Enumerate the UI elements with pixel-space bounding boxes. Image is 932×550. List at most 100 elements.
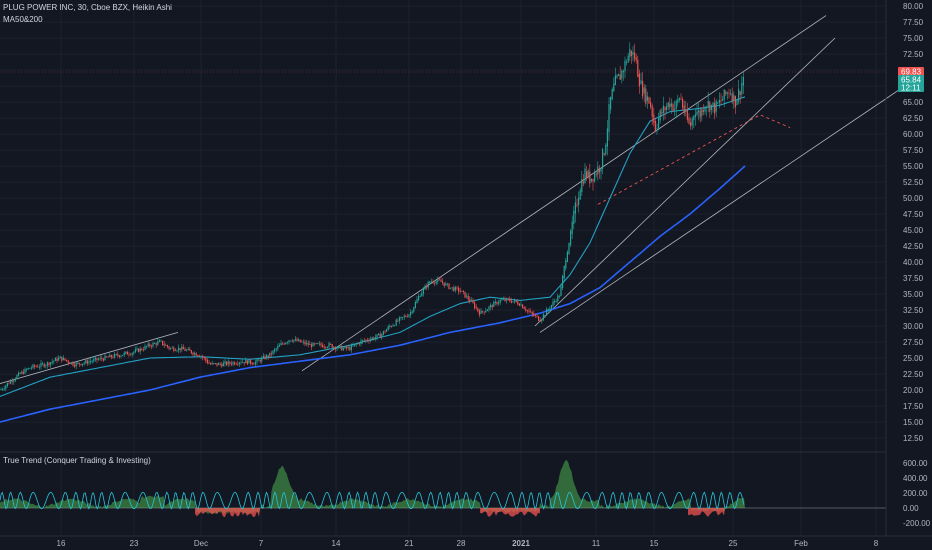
candle-body [390,326,392,328]
true-trend-axis[interactable]: 600.00 400.00 200.00 0.00 -200.00 [903,459,931,528]
candle-body [293,339,295,342]
candle-body [448,283,450,290]
candle-body [534,315,536,317]
candle-body [683,105,685,114]
candle-body [67,360,69,363]
candle-body [144,345,146,350]
candle-body [699,110,701,118]
candle-body [424,285,426,290]
candle-body [253,363,255,365]
candle-body [197,355,199,356]
candle-body [90,361,92,363]
candle-body [670,103,672,107]
candle-body [467,295,469,300]
candle-body [582,181,584,184]
price-axis-label: 35.00 [903,290,924,299]
symbol-title[interactable]: PLUG POWER INC, 30, Cboe BZX, Heikin Ash… [3,3,172,12]
price-axis-label: 20.00 [903,386,924,395]
candle-body [291,340,293,342]
candle-body [338,346,340,349]
candle-body [528,310,530,312]
candle-body [61,356,63,361]
candle-body [42,363,44,365]
candle-body [555,301,557,303]
price-axis-label: 15.00 [903,418,924,427]
candle-body [603,153,605,155]
candle-body [571,221,573,234]
candle-body [514,300,516,302]
candle-body [485,310,487,313]
candle-body [389,325,391,328]
candle-body [560,286,562,297]
price-tag-bg [898,67,924,76]
candle-body [318,343,320,345]
candle-body [109,354,111,358]
candle-body [741,83,743,95]
candle-body [147,343,149,347]
candle-body [200,356,202,357]
candle-body [184,348,186,351]
candle-body [48,362,50,366]
candle-body [91,361,93,362]
candle-body [189,349,191,351]
price-tag-bg [898,83,924,92]
candle-body [384,331,386,333]
candle-body [24,368,26,374]
price-axis-label: 25.00 [903,354,924,363]
candle-body [581,179,583,193]
candle-body [506,298,508,301]
candle-body [210,363,212,365]
candle-body [533,313,535,316]
candle-body [254,361,256,365]
candle-body [435,281,437,284]
candle-body [709,102,711,112]
candle-body [458,287,460,292]
candle-body [211,363,213,365]
candle-body [430,281,432,283]
candle-body [638,73,640,87]
trendlines[interactable] [0,15,901,384]
candle-body [616,75,618,78]
candle-body [734,95,736,108]
candle-body [552,301,554,306]
candle-body [213,363,215,365]
candle-body [192,352,194,355]
candle-body [403,316,405,318]
price-axis-label: 77.50 [903,18,924,27]
candle-body [170,348,172,349]
candle-body [682,99,684,108]
candle-body [635,57,637,61]
candle-body [13,380,15,382]
candle-body [730,93,732,95]
candle-body [93,358,95,362]
candle-body [542,314,544,320]
indicator-legend[interactable]: MA50&200 [3,15,43,24]
candle-body [598,168,600,173]
candle-body [651,105,653,117]
candle-body [342,348,344,350]
candle-body [123,352,125,356]
candle-body [530,311,532,313]
candle-body [400,316,402,319]
time-axis[interactable]: 16 23 Dec 7 14 21 28 2021 11 15 25 Feb 8 [57,539,879,548]
true-trend-axis-label: 0.00 [903,504,919,513]
candle-body [331,344,333,348]
candle-body [483,311,485,313]
candle-body [136,348,138,351]
candle-body [397,320,399,322]
price-axis-label: 40.00 [903,258,924,267]
candle-body [381,334,383,338]
candle-body [333,346,335,348]
candle-body [629,48,631,57]
candle-body [680,98,682,100]
candle-body [296,339,298,342]
candle-body [414,302,416,309]
true-trend-title[interactable]: True Trend (Conquer Trading & Investing) [3,456,151,465]
candle-body [690,122,692,127]
candle-body [341,346,343,351]
candle-body [418,296,420,300]
price-axis-label: 42.50 [903,242,924,251]
candle-body [525,308,527,311]
